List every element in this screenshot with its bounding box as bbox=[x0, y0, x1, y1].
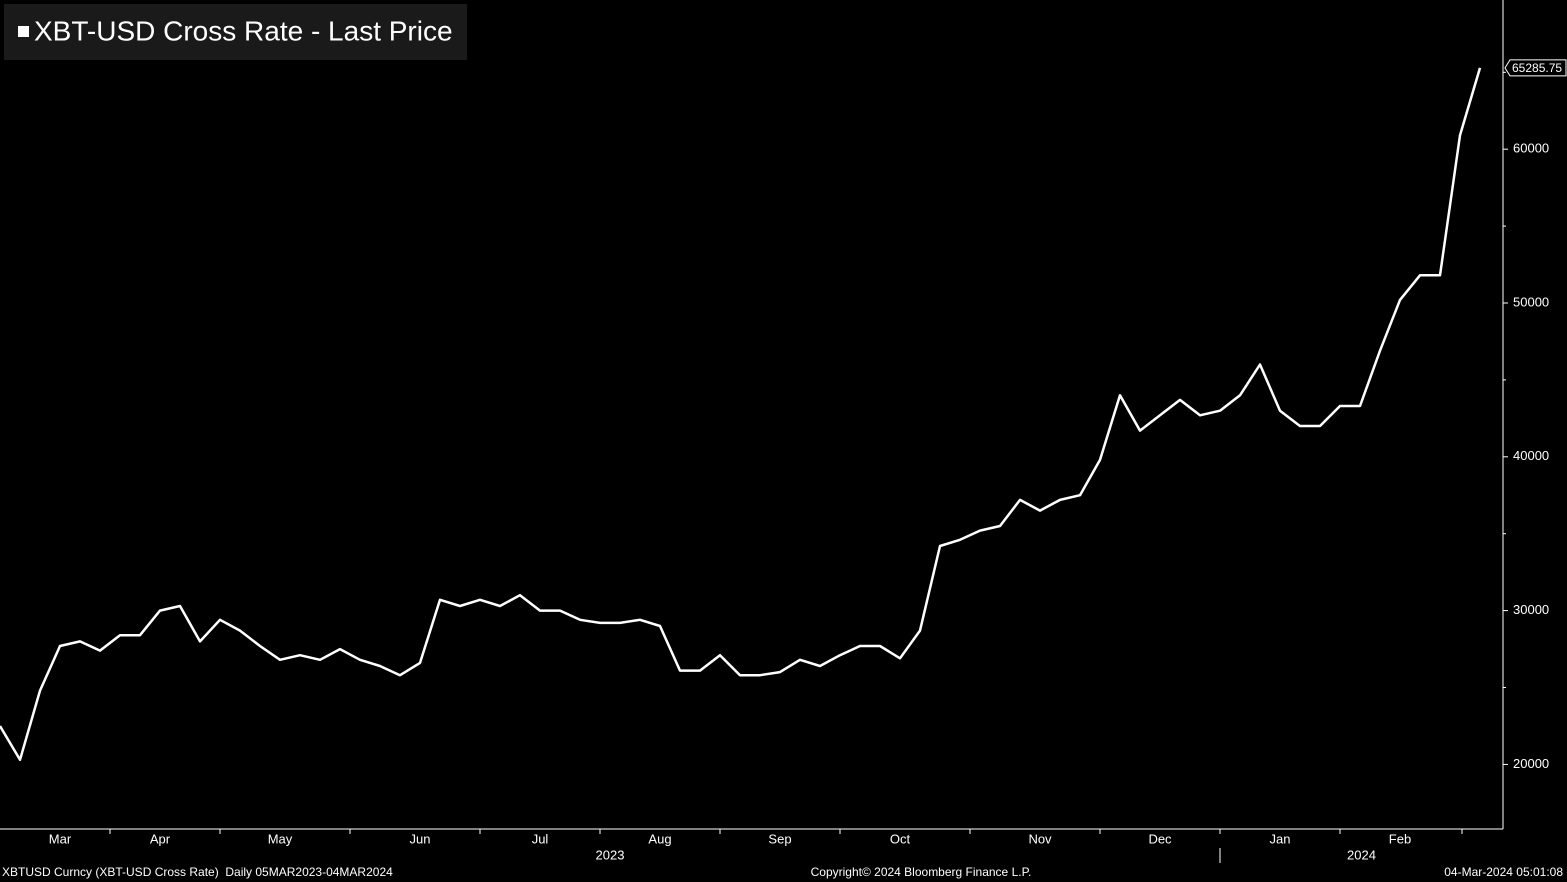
footer-left: XBTUSD Curncy (XBT-USD Cross Rate) Daily… bbox=[2, 865, 393, 879]
x-tick-label: Jan bbox=[1270, 831, 1291, 846]
x-tick-label: Feb bbox=[1389, 831, 1411, 846]
x-tick-label: Mar bbox=[49, 831, 72, 846]
legend-label: XBT-USD Cross Rate - Last Price bbox=[34, 15, 453, 46]
x-tick-label: May bbox=[268, 831, 293, 846]
y-tick-label: 60000 bbox=[1513, 141, 1549, 156]
x-tick-label: Dec bbox=[1148, 831, 1172, 846]
price-line bbox=[0, 67, 1482, 762]
x-tick-label: Aug bbox=[648, 831, 671, 846]
x-group-label: 2023 bbox=[596, 847, 625, 862]
x-tick-label: Nov bbox=[1028, 831, 1052, 846]
footer-right: 04-Mar-2024 05:01:08 bbox=[1444, 865, 1563, 879]
x-tick-label: Oct bbox=[890, 831, 911, 846]
last-price-tag bbox=[1504, 59, 1567, 77]
x-tick-label: Apr bbox=[150, 831, 171, 846]
x-group-label: 2024 bbox=[1347, 847, 1376, 862]
x-tick-label: Sep bbox=[768, 831, 791, 846]
y-tick-label: 50000 bbox=[1513, 294, 1549, 309]
legend-box bbox=[4, 4, 467, 60]
last-price-label: 65285.75 bbox=[1512, 61, 1562, 75]
x-tick-label: Jun bbox=[410, 831, 431, 846]
y-tick-label: 40000 bbox=[1513, 448, 1549, 463]
y-tick-label: 30000 bbox=[1513, 602, 1549, 617]
legend-swatch bbox=[18, 26, 29, 37]
x-tick-label: Jul bbox=[532, 831, 549, 846]
y-tick-label: 20000 bbox=[1513, 756, 1549, 771]
footer-center: Copyright© 2024 Bloomberg Finance L.P. bbox=[811, 865, 1032, 879]
